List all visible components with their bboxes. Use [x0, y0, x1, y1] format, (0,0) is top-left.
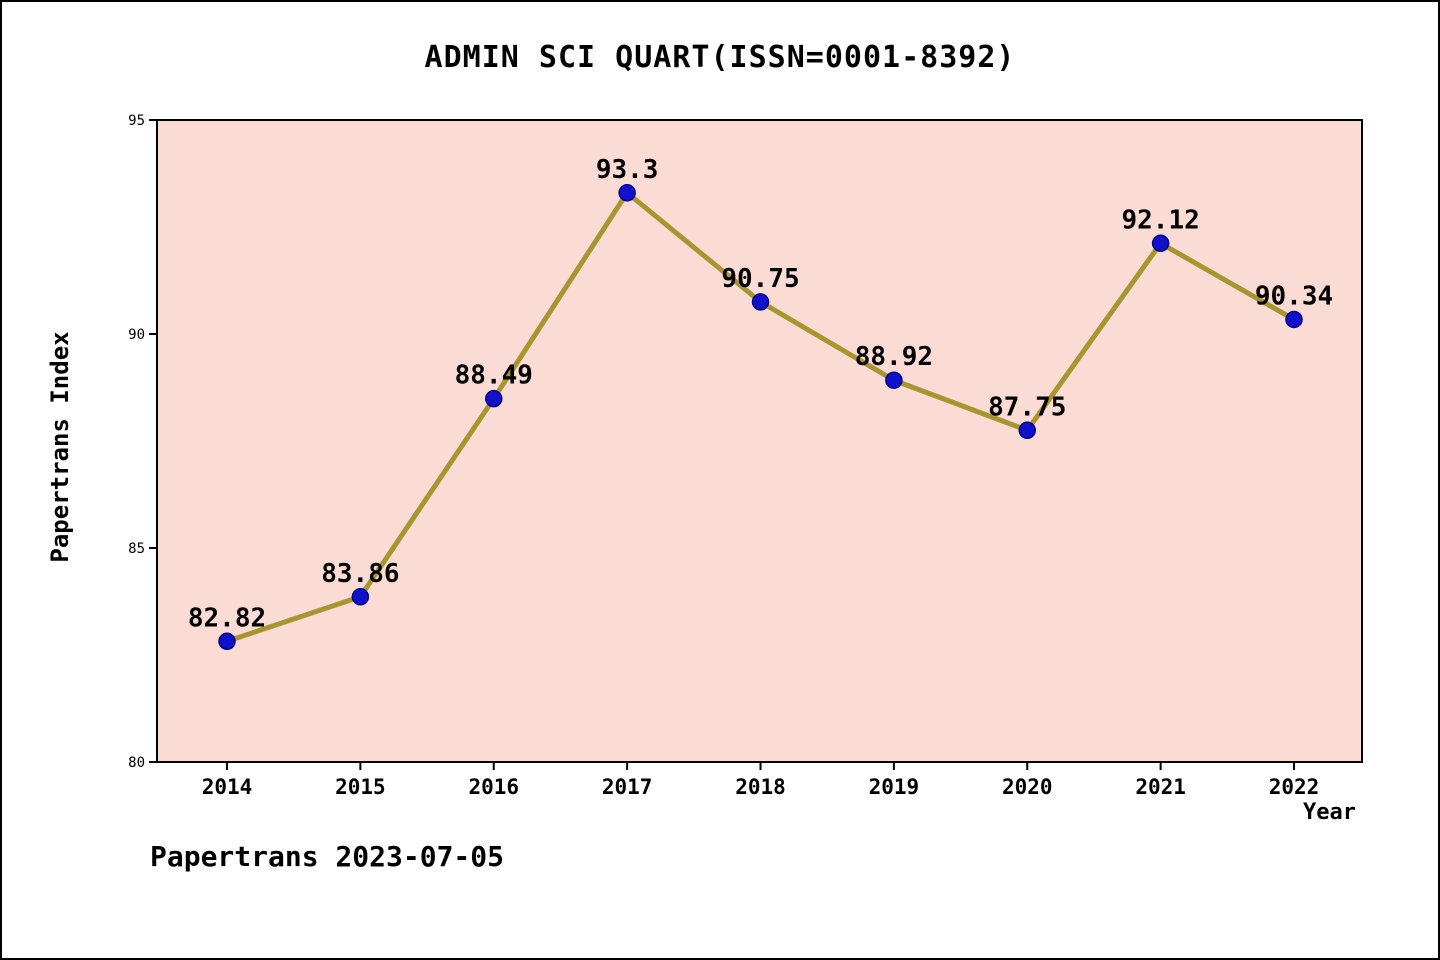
x-tick-label: 2018	[735, 775, 786, 799]
footer-text: Papertrans 2023-07-05	[150, 840, 505, 873]
x-axis-label: Year	[1303, 800, 1356, 825]
x-tick-label: 2015	[335, 775, 386, 799]
x-tick-label: 2020	[1002, 775, 1053, 799]
x-tick-label: 2016	[468, 775, 519, 799]
x-tick-label: 2022	[1269, 775, 1320, 799]
y-tick-label: 90	[128, 327, 145, 343]
x-tick-label: 2014	[202, 775, 253, 799]
y-axis-label: Papertrans Index	[46, 331, 74, 563]
plot-area	[157, 120, 1362, 762]
x-tick-label: 2019	[869, 775, 920, 799]
chart-title: ADMIN SCI QUART(ISSN=0001-8392)	[424, 40, 1016, 75]
x-tick-label: 2017	[602, 775, 653, 799]
y-tick-label: 95	[128, 113, 145, 129]
y-tick-label: 80	[128, 755, 145, 771]
y-tick-label: 85	[128, 541, 145, 557]
x-tick-label: 2021	[1135, 775, 1186, 799]
